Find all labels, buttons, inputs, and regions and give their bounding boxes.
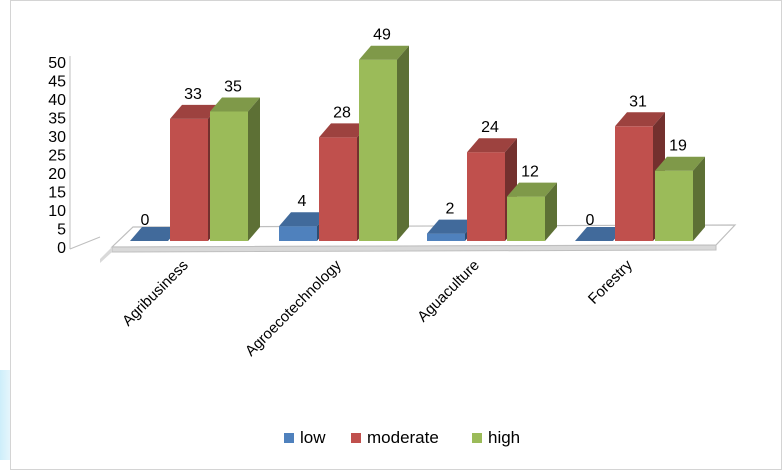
- y-tick-label: 25: [48, 148, 66, 165]
- y-tick-label: 0: [57, 240, 66, 257]
- bar: [130, 227, 180, 241]
- legend-swatch: [472, 433, 482, 443]
- bar-front: [615, 126, 653, 241]
- x-category-label: Agribusiness: [119, 257, 192, 330]
- legend: low moderate high: [284, 428, 520, 447]
- x-category-label: Agroecotechnology: [242, 256, 345, 359]
- y-tick-label: 50: [48, 55, 66, 72]
- bar-front: [427, 233, 465, 241]
- bar: [655, 156, 705, 241]
- data-label: 24: [481, 119, 499, 136]
- bar-front: [467, 152, 505, 241]
- x-category-label: Aguaculture: [414, 257, 483, 326]
- background-decoration: [0, 370, 12, 460]
- data-label: 31: [629, 93, 647, 110]
- bar-top: [359, 45, 409, 60]
- bar: [359, 45, 409, 242]
- bar-front: [279, 226, 317, 241]
- bar-top: [427, 219, 477, 234]
- legend-label: high: [488, 428, 520, 447]
- data-label: 28: [333, 104, 351, 121]
- y-axis-depth-line: [69, 236, 101, 250]
- bar-front: [655, 170, 693, 241]
- bar-front: [359, 59, 397, 242]
- bar-top: [467, 138, 517, 153]
- data-label: 33: [184, 86, 202, 103]
- bar-side: [397, 45, 409, 242]
- data-labels: 0 33 35 4 28 49 2 24 12 0 31 19: [141, 27, 687, 229]
- bar-top: [615, 112, 665, 127]
- bar-top: [655, 156, 705, 171]
- y-tick-label: 15: [48, 185, 66, 202]
- data-label: 19: [669, 138, 687, 155]
- y-tick-label: 45: [48, 74, 66, 91]
- x-category-label: Forestry: [585, 256, 636, 307]
- bar-side: [248, 97, 260, 241]
- legend-swatch: [351, 433, 361, 443]
- bar-top: [507, 182, 557, 197]
- bar-top: [319, 123, 369, 138]
- y-tick-label: 35: [48, 111, 66, 128]
- bar-side: [693, 156, 705, 241]
- bar-side: [545, 182, 557, 241]
- bar-front: [507, 196, 545, 241]
- bar-front: [210, 111, 248, 241]
- bars: [130, 45, 705, 242]
- bar-top: [575, 227, 625, 241]
- floor-corner: [100, 247, 112, 263]
- legend-swatch: [284, 433, 294, 443]
- x-axis: Agribusiness Agroecotechnology Aguaculture…: [119, 256, 636, 359]
- y-tick-label: 5: [57, 222, 66, 239]
- bar: [507, 182, 557, 241]
- bar: [210, 97, 260, 241]
- bar-top: [130, 227, 180, 241]
- legend-label: moderate: [367, 428, 439, 447]
- data-label: 12: [521, 164, 539, 181]
- data-label: 2: [446, 201, 455, 218]
- data-label: 0: [586, 212, 595, 229]
- bar-top: [210, 97, 260, 112]
- data-label: 0: [141, 212, 150, 229]
- y-tick-label: 30: [48, 129, 66, 146]
- data-label: 4: [298, 193, 307, 210]
- bar: [575, 227, 625, 241]
- y-tick-label: 20: [48, 166, 66, 183]
- bar-top: [170, 104, 220, 119]
- bar-front: [170, 118, 208, 241]
- y-tick-label: 40: [48, 92, 66, 109]
- data-label: 35: [224, 79, 242, 96]
- bar-front: [319, 137, 357, 241]
- chart-floor: [100, 224, 737, 263]
- data-label: 49: [373, 27, 391, 44]
- bar-top: [279, 212, 329, 227]
- y-tick-label: 10: [48, 203, 66, 220]
- legend-label: low: [300, 428, 326, 447]
